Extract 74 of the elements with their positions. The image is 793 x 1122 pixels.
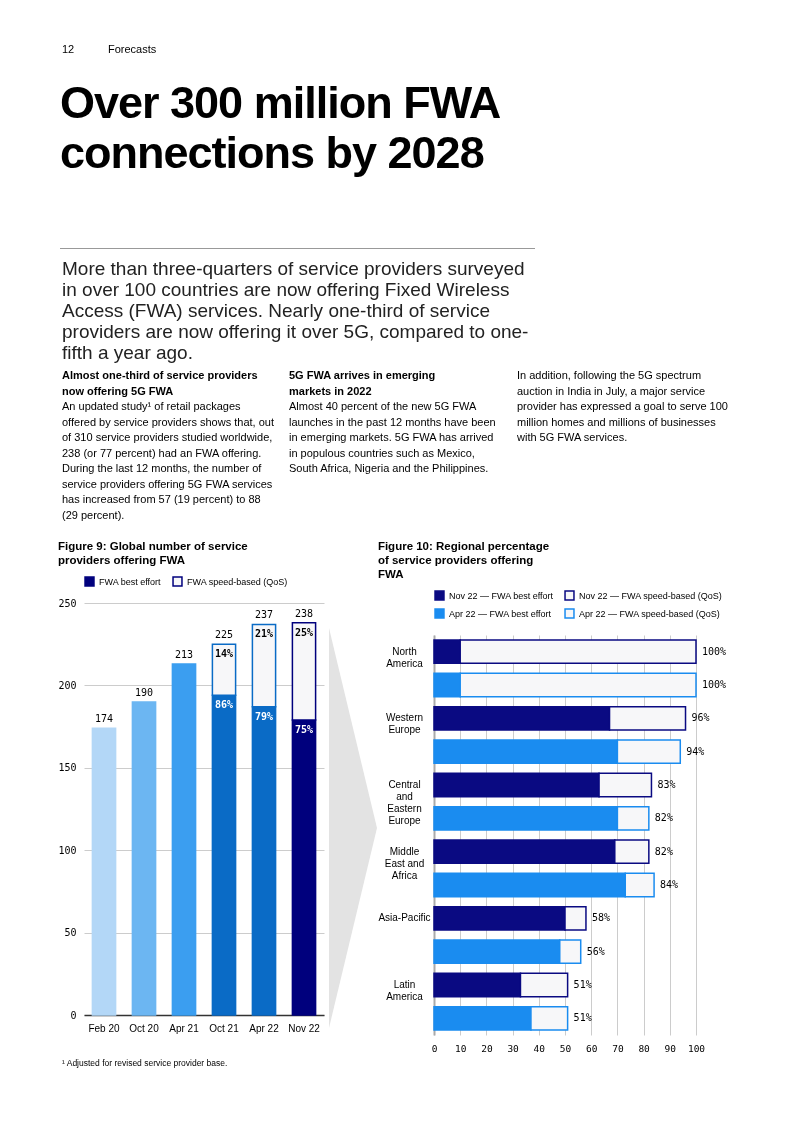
y-tick-label: 0	[70, 1009, 77, 1021]
legend-label: Apr 22 — FWA best effort	[449, 608, 552, 619]
total-label: 190	[134, 686, 154, 698]
x-tick-label: 80	[638, 1042, 651, 1054]
text: An updated study¹ of retail packages offered by service providers shows that, out of 310 service providers studied worldwide, 238 (or 77 percent) had an FWA offering. During the last 12 months, the number of service providers offering 5G FWA services has increased from 57 (19 percent) to 88 (29 percent).	[62, 399, 275, 523]
y-tick-label: 150	[58, 762, 77, 774]
total-label: 174	[94, 713, 114, 725]
y-tick-label: North America	[386, 645, 424, 669]
chart-title: Figure 10: Regional percentage of service providers offering FWA	[377, 539, 550, 580]
x-tick-label: Oct 20	[129, 1022, 160, 1034]
x-tick-label: Apr 22	[249, 1022, 280, 1034]
total-label: 82%	[654, 812, 673, 824]
total-label: 96%	[691, 712, 710, 724]
legend-label: Nov 22 — FWA best effort	[449, 590, 554, 601]
x-tick-label: Nov 22	[288, 1022, 321, 1034]
total-label: 58%	[591, 912, 611, 924]
bar	[131, 701, 157, 1016]
x-tick-label: 60	[585, 1042, 598, 1054]
legend-label: Nov 22 — FWA speed-based (QoS)	[579, 590, 722, 601]
text: 5G FWA arrives in emerging markets in 2022	[289, 368, 437, 399]
total-label: 237	[254, 609, 274, 621]
y-tick-label: 50	[64, 927, 77, 939]
annotation: 14%	[214, 648, 234, 660]
text: Almost one-third of service providers now offering 5G FWA	[62, 368, 259, 399]
total-label: 83%	[657, 779, 676, 790]
total-label: 100%	[702, 645, 727, 657]
y-tick-label: Latin America	[386, 979, 424, 1002]
x-tick-label: 50	[559, 1042, 572, 1054]
total-label: 84%	[660, 879, 679, 890]
total-label: 82%	[654, 845, 673, 857]
text: 12	[62, 42, 75, 57]
x-tick-label: Apr 21	[169, 1022, 200, 1034]
text: More than three-quarters of service providers surveyed in over 100 countries are now offering Fixed Wireless Access (FWA) services. Nearly one-third of service providers are now offering it over 5G, compared to one-fifth a year ago.	[62, 258, 530, 363]
x-tick-label: 20	[481, 1042, 493, 1054]
annotation: 75%	[294, 724, 314, 736]
text: Forecasts	[108, 42, 157, 57]
y-tick-label: 200	[58, 679, 77, 691]
x-tick-label: 10	[454, 1042, 467, 1054]
total-label: 51%	[573, 1012, 592, 1024]
total-label: 94%	[686, 745, 705, 757]
total-label: 225	[214, 629, 234, 641]
annotation: 25%	[294, 626, 314, 638]
y-tick-label: 250	[58, 597, 77, 609]
x-tick-label: Oct 21	[209, 1022, 240, 1034]
legend-label: FWA speed-based (QoS)	[187, 576, 288, 587]
text: Almost 40 percent of the new 5G FWA launches in the past 12 months have been in emerging markets. 5G FWA has arrived in populous countries such as Mexico, South Africa, Nigeria and the Philippines.	[289, 399, 497, 476]
bar	[171, 663, 197, 1016]
x-tick-label: 40	[533, 1042, 546, 1054]
chart-title: Figure 9: Global number of service providers offering FWA	[57, 539, 248, 566]
y-tick-label: Western Europe	[385, 712, 424, 736]
x-tick-label: Feb 20	[88, 1022, 120, 1034]
x-tick-label: 90	[664, 1042, 677, 1054]
x-tick-label: 30	[507, 1042, 520, 1054]
text: Over 300 million FWA connections by 2028	[60, 77, 500, 178]
legend-label: FWA best effort	[99, 576, 162, 587]
total-label: 51%	[573, 979, 592, 990]
y-tick-label: Asia-Pacific	[378, 912, 431, 924]
y-tick-label: Middle East and Africa	[384, 845, 425, 881]
annotation: 79%	[254, 710, 274, 722]
total-label: 238	[294, 607, 314, 619]
text: In addition, following the 5G spectrum auction in India in July, a major service provider has expressed a goal to serve 100 million homes and millions of businesses with 5G FWA services.	[517, 368, 729, 445]
total-label: 100%	[702, 679, 727, 690]
bar	[91, 727, 117, 1016]
y-tick-label: Central and Eastern Europe	[387, 779, 422, 826]
x-tick-label: 70	[612, 1042, 624, 1054]
total-label: 56%	[586, 945, 605, 957]
text: ¹ Adjusted for revised service provider base.	[62, 1058, 228, 1068]
annotation: 86%	[214, 699, 234, 711]
legend-label: Apr 22 — FWA speed-based (QoS)	[579, 608, 720, 619]
y-tick-label: 100	[58, 844, 77, 856]
annotation: 21%	[254, 628, 274, 640]
x-tick-label: 100	[687, 1042, 706, 1054]
x-tick-label: 0	[431, 1042, 438, 1054]
total-label: 213	[174, 648, 194, 660]
